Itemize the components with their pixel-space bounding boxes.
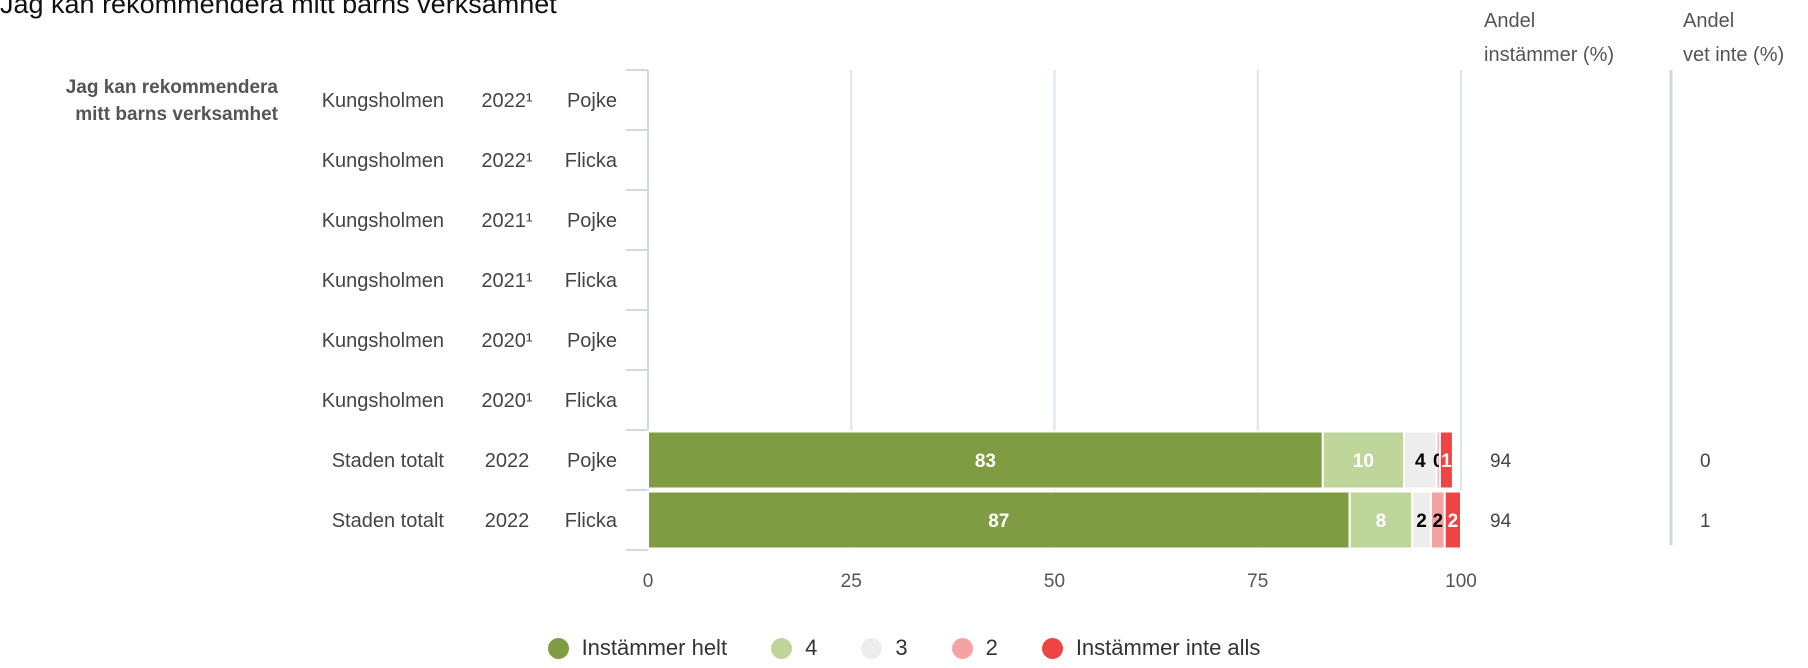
x-tick-label: 0 bbox=[643, 571, 654, 592]
legend-item[interactable]: Instämmer inte alls bbox=[1041, 635, 1261, 661]
row-label-gender: Flicka bbox=[565, 510, 618, 532]
bar-segments: 83 10 4 01 87 8 2 2 2 bbox=[647, 430, 1462, 550]
bar-segment-label: 2 bbox=[1433, 511, 1444, 532]
row-label-area: Staden totalt bbox=[332, 450, 445, 472]
row-label-year: 2022 bbox=[485, 450, 530, 472]
row-label-year: 2020¹ bbox=[481, 390, 532, 412]
legend-marker bbox=[1041, 637, 1063, 659]
legend-marker bbox=[861, 637, 883, 659]
bar-segment-label: 83 bbox=[975, 451, 996, 472]
header-andel-vet-inte-line-1: Andel bbox=[1683, 10, 1734, 32]
legend-label: Instämmer helt bbox=[581, 635, 728, 660]
bar-segment bbox=[647, 490, 1351, 550]
bar-segment bbox=[1348, 490, 1414, 550]
legend-item[interactable]: 3 bbox=[861, 635, 908, 661]
row-label-area: Kungsholmen bbox=[322, 150, 444, 172]
andel-vet-inte-value: 1 bbox=[1700, 511, 1711, 532]
row-label-year: 2022¹ bbox=[481, 90, 532, 112]
legend-marker bbox=[771, 637, 793, 659]
row-label-gender: Pojke bbox=[567, 210, 617, 232]
x-tick-label: 75 bbox=[1247, 571, 1268, 592]
row-label-year: 2022 bbox=[485, 510, 530, 532]
andel-instammer-value: 94 bbox=[1490, 511, 1512, 532]
row-label-gender: Flicka bbox=[565, 270, 618, 292]
row-label-area: Kungsholmen bbox=[322, 390, 444, 412]
bar-segment-label: 87 bbox=[988, 511, 1009, 532]
row-label-area: Kungsholmen bbox=[322, 210, 444, 232]
row-label-area: Kungsholmen bbox=[322, 270, 444, 292]
row-label-area: Kungsholmen bbox=[322, 330, 444, 352]
row-label-gender: Pojke bbox=[567, 450, 617, 472]
legend-marker bbox=[547, 637, 569, 659]
legend-label: 3 bbox=[895, 635, 908, 660]
row-label-year: 2021¹ bbox=[481, 210, 532, 232]
row-label-gender: Flicka bbox=[565, 150, 618, 172]
row-label-area: Kungsholmen bbox=[322, 90, 444, 112]
legend-label: Instämmer inte alls bbox=[1075, 635, 1261, 660]
row-label-gender: Flicka bbox=[565, 390, 618, 412]
row-label-gender: Pojke bbox=[567, 330, 617, 352]
legend-label: 4 bbox=[805, 635, 818, 660]
row-labels: Kungsholmen 2022¹ Pojke Kungsholmen 2022¹ Fli… bbox=[322, 90, 1711, 532]
x-tick-label: 100 bbox=[1445, 571, 1477, 592]
bar-segment-label: 1 bbox=[1441, 451, 1452, 472]
legend-marker bbox=[951, 637, 973, 659]
row-label-year: 2021¹ bbox=[481, 270, 532, 292]
question-label-line-1: Jag kan rekommendera bbox=[66, 77, 279, 98]
bar-segment bbox=[1443, 490, 1462, 550]
bar-segment bbox=[1403, 430, 1438, 490]
legend-item[interactable]: 4 bbox=[771, 635, 817, 661]
bar-segment-label: 8 bbox=[1376, 511, 1387, 532]
bar-segment-label: 0 bbox=[1433, 451, 1444, 472]
andel-instammer-value: 94 bbox=[1490, 451, 1512, 472]
x-tick-label: 50 bbox=[1044, 571, 1065, 592]
legend-item[interactable]: Instämmer helt bbox=[547, 635, 728, 661]
bar-segment-label: 4 bbox=[1415, 451, 1426, 472]
row-label-year: 2022¹ bbox=[481, 150, 532, 172]
bar-segment-label: 10 bbox=[1353, 451, 1374, 472]
row-label-gender: Pojke bbox=[567, 90, 617, 112]
bar-segment-label: 2 bbox=[1416, 511, 1427, 532]
header-andel-vet-inte-line-2: vet inte (%) bbox=[1683, 44, 1784, 66]
bar-segment bbox=[647, 430, 1324, 490]
header-andel-instammer-line-1: Andel bbox=[1484, 10, 1535, 32]
legend: Instämmer helt 4 3 2 Instämmer inte alls bbox=[0, 628, 1808, 668]
legend-label: 2 bbox=[985, 635, 998, 660]
bar-segment bbox=[1438, 430, 1454, 490]
x-tick-label: 25 bbox=[841, 571, 862, 592]
legend-item[interactable]: 2 bbox=[951, 635, 998, 661]
bar-segment bbox=[1321, 430, 1406, 490]
row-label-area: Staden totalt bbox=[332, 510, 445, 532]
andel-vet-inte-value: 0 bbox=[1700, 451, 1711, 472]
row-label-year: 2020¹ bbox=[481, 330, 532, 352]
bar-segment-label: 2 bbox=[1448, 511, 1459, 532]
chart-title: Jag kan rekommendera mitt barns verksamh… bbox=[0, 0, 557, 19]
question-label-line-2: mitt barns verksamhet bbox=[75, 104, 278, 125]
header-andel-instammer-line-2: instämmer (%) bbox=[1484, 44, 1614, 66]
